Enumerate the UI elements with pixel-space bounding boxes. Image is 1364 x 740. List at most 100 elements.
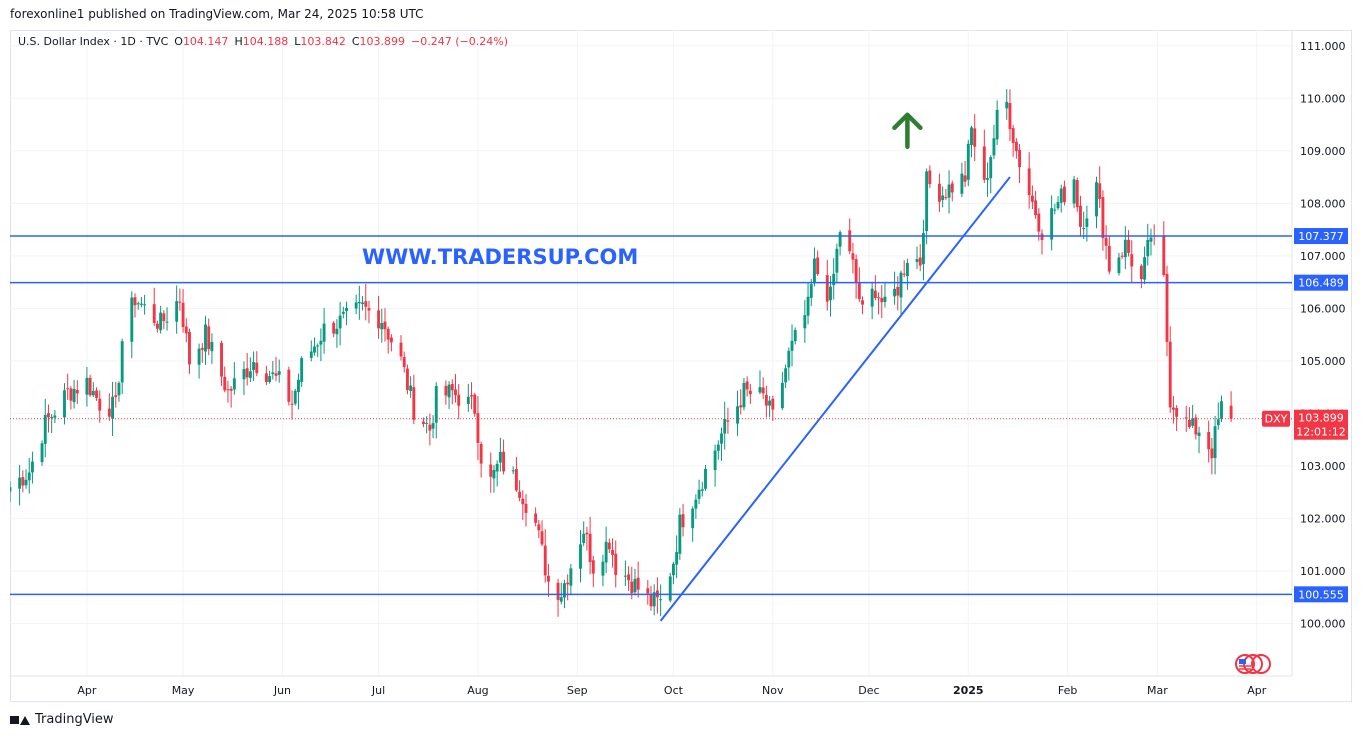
candle-body xyxy=(925,171,929,232)
candle-body xyxy=(220,342,223,377)
candle-body xyxy=(69,388,73,401)
countdown-label: 12:01:12 xyxy=(1296,426,1345,439)
candle-body xyxy=(357,301,361,304)
candle-body xyxy=(611,550,614,555)
candle-body xyxy=(255,362,259,374)
candle-body xyxy=(466,396,470,405)
candle-body xyxy=(178,301,182,303)
candle-body xyxy=(614,553,618,575)
candle-body xyxy=(546,575,550,582)
candle-body xyxy=(271,372,275,375)
candle-body xyxy=(229,388,233,391)
y-tick-label: 100.000 xyxy=(1300,617,1346,630)
candle-body xyxy=(63,390,66,418)
candle-body xyxy=(319,340,323,345)
candle-body xyxy=(322,323,326,342)
candle-body xyxy=(857,283,861,300)
candle-body xyxy=(921,233,925,265)
candle-body xyxy=(1197,432,1201,437)
candle-body xyxy=(563,583,566,598)
candle-body xyxy=(1143,257,1147,280)
candle-body xyxy=(274,373,278,376)
candle-body xyxy=(671,563,675,576)
candle-body xyxy=(854,259,858,283)
candle-body xyxy=(627,574,631,581)
footer-brand-label: TradingView xyxy=(35,712,114,727)
x-tick-label: 2025 xyxy=(953,684,984,697)
x-tick-label: Nov xyxy=(762,684,784,697)
candle-body xyxy=(636,577,640,590)
y-tick-label: 110.000 xyxy=(1300,92,1346,105)
y-tick-label: 105.000 xyxy=(1300,355,1346,368)
candle-body xyxy=(498,451,502,463)
candle-body xyxy=(204,324,207,352)
candle-body xyxy=(813,258,816,283)
candle-body xyxy=(405,368,409,391)
candle-body xyxy=(361,302,364,305)
candle-body xyxy=(120,341,124,383)
x-tick-label: Mar xyxy=(1147,684,1168,697)
candle-body xyxy=(207,326,211,350)
candle-body xyxy=(10,487,12,492)
candle-body xyxy=(1123,239,1127,258)
candle-body xyxy=(476,413,480,444)
candle-body xyxy=(188,331,191,365)
candle-body xyxy=(1210,448,1214,459)
candle-body xyxy=(803,315,807,329)
candle-body xyxy=(399,342,403,357)
candle-body xyxy=(870,288,874,307)
candle-body xyxy=(91,390,95,396)
candle-body xyxy=(1072,179,1076,204)
candle-body xyxy=(720,433,723,444)
candle-body xyxy=(431,423,435,429)
candle-body xyxy=(790,340,794,351)
candle-body xyxy=(591,560,595,574)
candle-body xyxy=(1018,149,1022,168)
candle-body xyxy=(1075,180,1079,208)
candle-body xyxy=(582,533,586,544)
candle-body xyxy=(232,378,236,390)
candle-body xyxy=(85,377,89,395)
candle-body xyxy=(816,257,820,275)
candle-body xyxy=(470,395,473,397)
y-tick-label: 107.000 xyxy=(1300,250,1346,263)
candle-body xyxy=(130,297,134,342)
price-chart[interactable]: 111.000 110.000 109.000 108.000 107.000 106.0… xyxy=(10,30,1352,702)
candle-body xyxy=(995,109,999,140)
candle-body xyxy=(425,422,429,424)
candle-body xyxy=(1059,188,1063,203)
y-tick-label: 106.000 xyxy=(1300,302,1346,315)
candle-body xyxy=(377,310,381,329)
candle-body xyxy=(675,552,679,565)
candle-body xyxy=(1027,168,1031,196)
candle-body xyxy=(290,403,294,405)
candle-body xyxy=(354,302,358,309)
candle-body xyxy=(181,302,185,328)
y-tick-label: 103.000 xyxy=(1300,460,1346,473)
candle-body xyxy=(1056,202,1060,209)
candle-body xyxy=(1120,255,1124,257)
x-tick-label: Apr xyxy=(77,684,97,697)
candle-body xyxy=(534,513,538,523)
candle-body xyxy=(1220,401,1223,419)
candle-body xyxy=(569,568,573,586)
footer-brand[interactable]: TradingView xyxy=(10,712,114,727)
candle-body xyxy=(623,575,627,577)
candle-body xyxy=(861,300,864,305)
candle-body xyxy=(652,592,656,607)
candle-body xyxy=(1213,426,1217,459)
candle-body xyxy=(758,387,762,393)
candle-body xyxy=(409,385,413,391)
candle-body xyxy=(248,371,252,378)
legend-close-value: 103.899 xyxy=(359,35,406,48)
candle-body xyxy=(152,304,156,323)
us-flag-icon[interactable] xyxy=(1234,653,1274,675)
candle-body xyxy=(832,273,836,286)
symbol-tag-label: DXY xyxy=(1265,413,1288,426)
candle-body xyxy=(1034,200,1038,216)
candle-body xyxy=(963,175,967,182)
candle-body xyxy=(252,362,256,371)
candle-body xyxy=(197,348,201,365)
trendline xyxy=(659,176,1011,622)
candle-body xyxy=(973,128,977,147)
